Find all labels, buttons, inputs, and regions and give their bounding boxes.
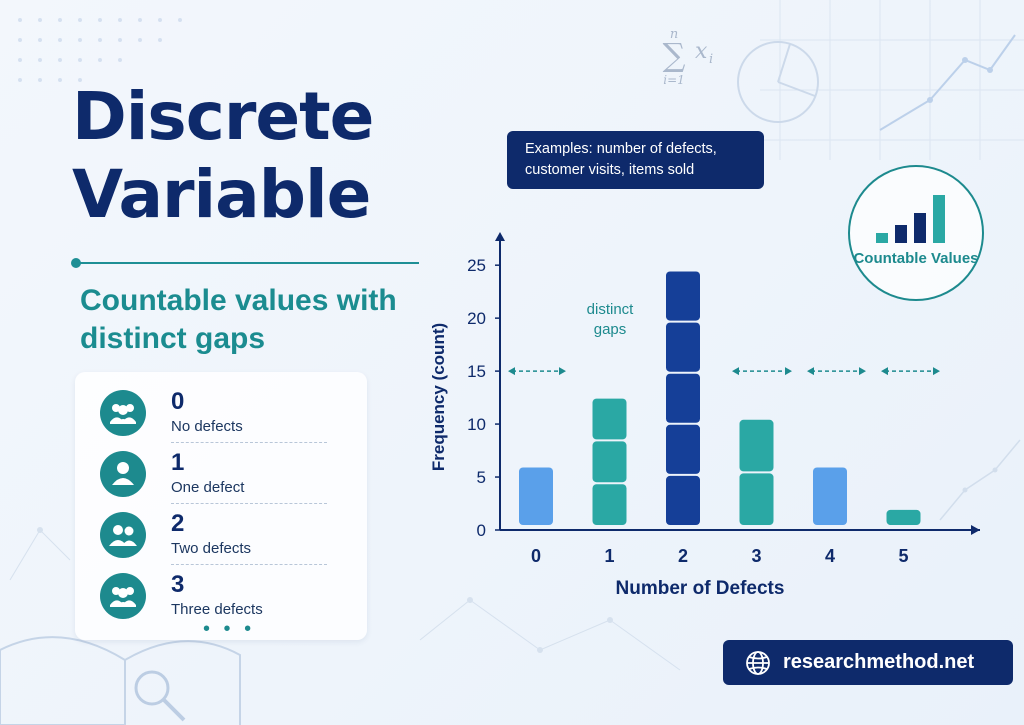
subtitle: Countable values with distinct gaps xyxy=(80,284,397,355)
group-icon xyxy=(100,573,146,619)
bar-segment xyxy=(666,475,700,525)
value-number: 3 xyxy=(171,571,185,598)
formula-lower-limit: i=1 xyxy=(663,73,685,87)
values-list-card: 0 No defects 1 One defect 2 Two defects … xyxy=(75,372,367,640)
y-tick-label: 25 xyxy=(467,256,486,275)
x-tick-label: 4 xyxy=(825,546,835,566)
value-description: One defect xyxy=(171,479,245,496)
x-tick-label: 1 xyxy=(604,546,614,566)
bar-segment xyxy=(666,373,700,423)
value-description: Three defects xyxy=(171,601,263,618)
list-item: 2 Two defects xyxy=(75,506,367,566)
value-number: 0 xyxy=(171,388,185,415)
bar-segment xyxy=(592,441,627,483)
divider xyxy=(171,503,327,504)
gap-arrow-head xyxy=(559,367,566,376)
formula-term: x xyxy=(695,39,708,64)
page-title: Discrete Variable xyxy=(72,78,374,234)
x-axis-label: Number of Defects xyxy=(616,578,785,599)
bar-segment xyxy=(519,467,553,525)
bar-segment xyxy=(592,398,627,440)
bar-segment xyxy=(666,271,700,321)
person-icon xyxy=(100,451,146,497)
gap-annotation: distinct gaps xyxy=(587,301,635,338)
value-number: 2 xyxy=(171,510,185,537)
gap-arrow-head xyxy=(807,367,814,376)
value-number: 1 xyxy=(171,449,185,476)
gap-arrow-head xyxy=(508,367,515,376)
divider xyxy=(171,442,327,443)
gap-arrow-head xyxy=(785,367,792,376)
title-divider xyxy=(71,258,419,268)
bar-chart-icon xyxy=(876,195,945,243)
list-item: 0 No defects xyxy=(75,384,367,444)
bar-segment xyxy=(666,322,700,372)
y-axis-arrow xyxy=(495,232,505,241)
pair-icon xyxy=(100,512,146,558)
gap-arrow-head xyxy=(881,367,888,376)
website-url[interactable]: researchmethod.net xyxy=(783,651,975,673)
bar-segment xyxy=(739,473,774,525)
gap-arrow-head xyxy=(933,367,940,376)
x-axis-arrow xyxy=(971,525,980,535)
list-item: 1 One defect xyxy=(75,445,367,505)
divider xyxy=(171,564,327,565)
x-tick-label: 2 xyxy=(678,546,688,566)
website-badge[interactable]: researchmethod.net xyxy=(723,640,1013,685)
list-item: 3 Three defects xyxy=(75,567,367,627)
y-tick-label: 0 xyxy=(477,521,486,540)
countable-values-badge: Countable Values xyxy=(848,165,984,301)
y-axis-label: Frequency (count) xyxy=(429,323,448,471)
more-indicator: • • • xyxy=(203,618,256,640)
bar-segment xyxy=(592,484,627,525)
bar-segment xyxy=(813,467,847,525)
x-tick-label: 3 xyxy=(751,546,761,566)
examples-callout: Examples: number of defects, customer vi… xyxy=(507,131,764,189)
y-tick-label: 10 xyxy=(467,415,486,434)
gap-arrow-head xyxy=(732,367,739,376)
formula-sum-symbol: ∑ xyxy=(663,36,686,74)
x-tick-label: 0 xyxy=(531,546,541,566)
x-tick-label: 5 xyxy=(898,546,908,566)
y-tick-label: 15 xyxy=(467,362,486,381)
gap-arrow-head xyxy=(859,367,866,376)
bar-segment xyxy=(666,424,700,474)
y-tick-label: 20 xyxy=(467,309,486,328)
bar-segment xyxy=(886,509,921,525)
formula-upper-limit: n xyxy=(670,27,678,42)
value-description: No defects xyxy=(171,418,243,435)
value-description: Two defects xyxy=(171,540,252,557)
bar-segment xyxy=(739,419,774,472)
formula-subscript: i xyxy=(709,52,713,67)
title-line-1: Discrete xyxy=(72,78,374,155)
globe-icon xyxy=(746,651,770,675)
y-tick-label: 5 xyxy=(477,468,486,487)
group-icon xyxy=(100,390,146,436)
badge-label: Countable Values xyxy=(853,250,979,267)
title-line-2: Variable xyxy=(72,156,371,233)
